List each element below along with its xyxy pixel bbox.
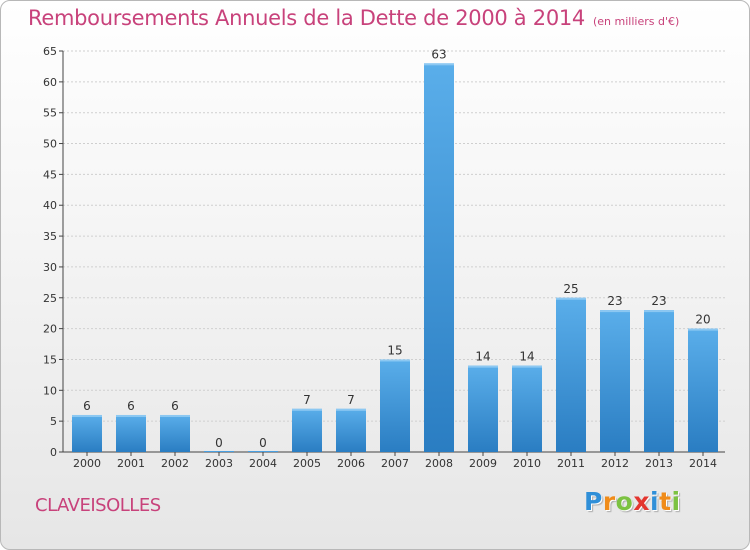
x-tick-label: 2012 [601, 457, 629, 470]
data-label: 23 [651, 294, 666, 308]
bar-highlight [600, 310, 630, 313]
y-tick-label: 45 [43, 168, 57, 181]
x-tick-label: 2004 [249, 457, 277, 470]
chart-title: Remboursements Annuels de la Dette de 20… [28, 6, 679, 30]
data-label: 15 [387, 343, 402, 357]
bar-highlight [160, 414, 190, 417]
logo-letter: o [615, 487, 634, 516]
x-tick-label: 2005 [293, 457, 321, 470]
data-label: 7 [303, 393, 311, 407]
x-tick-label: 2007 [381, 457, 409, 470]
y-tick-label: 55 [43, 107, 57, 120]
bar-2009 [468, 365, 498, 452]
x-tick-label: 2014 [689, 457, 717, 470]
x-tick-label: 2009 [469, 457, 497, 470]
logo-letter: i [671, 487, 681, 516]
y-tick-label: 15 [43, 353, 57, 366]
y-tick-label: 10 [43, 384, 57, 397]
data-label: 23 [607, 294, 622, 308]
logo-letter: i [650, 487, 660, 516]
y-tick-label: 35 [43, 230, 57, 243]
bar-2001 [116, 414, 146, 452]
bar-highlight [116, 414, 146, 417]
x-tick-label: 2000 [73, 457, 101, 470]
bar-2002 [160, 414, 190, 452]
bar-highlight [688, 328, 718, 331]
data-label: 0 [215, 436, 223, 450]
data-label: 6 [127, 399, 135, 413]
data-label: 6 [83, 399, 91, 413]
chart-subtitle: (en milliers d'€) [593, 15, 680, 28]
data-label: 63 [431, 47, 446, 61]
y-tick-label: 5 [50, 415, 57, 428]
y-tick-label: 40 [43, 199, 57, 212]
x-tick-label: 2011 [557, 457, 585, 470]
bar-highlight [72, 414, 102, 417]
bar-highlight [556, 297, 586, 300]
x-tick-label: 2001 [117, 457, 145, 470]
data-label: 20 [695, 313, 710, 327]
bar-2010 [512, 365, 542, 452]
y-tick-label: 30 [43, 261, 57, 274]
proxiti-logo[interactable]: Proxiti [584, 487, 681, 516]
data-label: 14 [475, 350, 490, 364]
bars [72, 63, 718, 452]
y-tick-label: 65 [43, 45, 57, 58]
y-tick-label: 60 [43, 76, 57, 89]
bar-2013 [644, 310, 674, 452]
bar-2006 [336, 408, 366, 452]
bar-highlight [336, 408, 366, 411]
logo-letter: r [602, 487, 616, 516]
y-tick-label: 25 [43, 292, 57, 305]
logo-letter: t [659, 487, 672, 516]
chart-title-text: Remboursements Annuels de la Dette de 20… [28, 6, 585, 30]
bar-highlight [644, 310, 674, 313]
y-tick-label: 20 [43, 323, 57, 336]
bar-highlight [512, 365, 542, 368]
bar-highlight [292, 408, 322, 411]
x-tick-label: 2008 [425, 457, 453, 470]
bar-highlight [424, 63, 454, 66]
bar-2008 [424, 63, 454, 452]
logo-letter: P [584, 487, 603, 516]
x-tick-label: 2013 [645, 457, 673, 470]
bar-2004 [248, 451, 278, 452]
bar-highlight [380, 359, 410, 362]
bar-2003 [204, 451, 234, 452]
y-tick-label: 0 [50, 446, 57, 459]
bar-2012 [600, 310, 630, 452]
data-label: 0 [259, 436, 267, 450]
data-label: 25 [563, 282, 578, 296]
bar-2014 [688, 328, 718, 452]
commune-name: CLAVEISOLLES [35, 495, 161, 516]
data-label: 7 [347, 393, 355, 407]
y-tick-label: 50 [43, 138, 57, 151]
data-label: 6 [171, 399, 179, 413]
bar-highlight [468, 365, 498, 368]
x-tick-label: 2002 [161, 457, 189, 470]
bar-2011 [556, 297, 586, 452]
data-label: 14 [519, 350, 534, 364]
labels: 0510152025303540455055606562000620016200… [43, 45, 717, 470]
x-tick-label: 2010 [513, 457, 541, 470]
logo-letter: x [633, 487, 650, 516]
bar-2007 [380, 359, 410, 452]
bar-2005 [292, 408, 322, 452]
x-tick-label: 2003 [205, 457, 233, 470]
bar-2000 [72, 414, 102, 452]
x-tick-label: 2006 [337, 457, 365, 470]
